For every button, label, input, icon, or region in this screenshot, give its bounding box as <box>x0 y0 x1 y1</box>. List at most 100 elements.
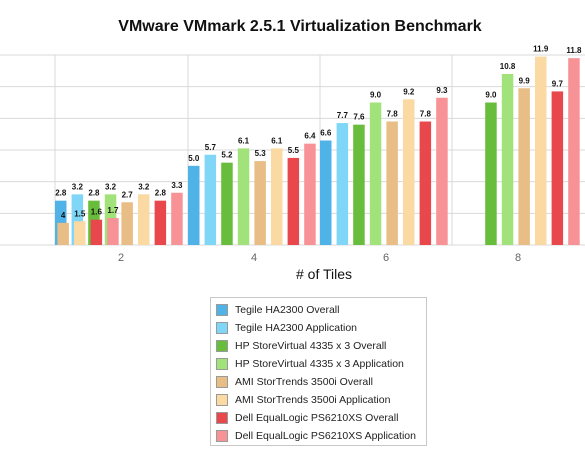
bar <box>287 157 300 245</box>
bar <box>90 219 103 245</box>
bar <box>369 102 382 245</box>
bar-value-label: 3.2 <box>105 182 117 191</box>
bar <box>403 99 415 245</box>
legend-label: Dell EqualLogic PS6210XS Application <box>235 430 416 442</box>
legend-item: HP StoreVirtual 4335 x 3 Overall <box>216 337 426 355</box>
bar-series <box>55 56 580 246</box>
bar <box>419 121 432 245</box>
bar <box>237 148 250 245</box>
legend-item: AMI StorTrends 3500i Application <box>216 391 426 409</box>
legend-label: AMI StorTrends 3500i Overall <box>235 376 373 388</box>
bar <box>188 165 200 245</box>
bar-value-label: 1.5 <box>74 209 86 218</box>
bar <box>353 124 365 245</box>
legend-item: Tegile HA2300 Application <box>216 319 426 337</box>
bar <box>121 202 133 245</box>
bar <box>501 74 514 245</box>
bar <box>204 154 217 245</box>
bar-value-label: 5.5 <box>288 146 300 155</box>
bar-value-label: 6.1 <box>271 136 283 145</box>
bar-value-label: 3.3 <box>171 181 183 190</box>
bar-value-label: 10.8 <box>500 62 516 71</box>
bar-value-label: 6.6 <box>320 129 332 138</box>
x-tick-label: 6 <box>383 252 389 264</box>
legend-item: AMI StorTrends 3500i Overall <box>216 373 426 391</box>
bar-value-label: 11.9 <box>533 45 549 54</box>
legend-swatch <box>216 394 228 406</box>
legend-label: HP StoreVirtual 4335 x 3 Application <box>235 358 404 370</box>
legend: Tegile HA2300 Overall Tegile HA2300 Appli… <box>210 297 427 446</box>
bar-value-label: 6.4 <box>304 132 316 141</box>
bar-value-label: 5.2 <box>221 151 233 160</box>
x-tick-labels: 2 4 6 8 <box>118 252 521 264</box>
bar-value-label: 1.7 <box>107 206 119 215</box>
bar-value-label: 3.2 <box>72 182 84 191</box>
bar <box>221 162 233 245</box>
legend-item: Dell EqualLogic PS6210XS Overall <box>216 409 426 427</box>
legend-label: Dell EqualLogic PS6210XS Overall <box>235 412 399 424</box>
bar <box>71 194 84 245</box>
bar-value-label: 7.8 <box>420 110 432 119</box>
legend-label: Tegile HA2300 Overall <box>235 304 340 316</box>
bar <box>154 200 167 245</box>
bar-value-label: 1.6 <box>91 208 103 217</box>
bar-value-label: 9.9 <box>519 76 531 85</box>
bar <box>74 221 86 245</box>
bar <box>57 222 69 245</box>
legend-swatch <box>216 376 228 388</box>
x-tick-label: 8 <box>515 252 521 264</box>
legend-swatch <box>216 304 228 316</box>
bar-value-label: 6.1 <box>238 136 250 145</box>
legend-swatch <box>216 358 228 370</box>
bar <box>254 161 266 245</box>
bar <box>304 143 316 245</box>
bar <box>568 58 580 245</box>
legend-swatch <box>216 412 228 424</box>
legend-item: HP StoreVirtual 4335 x 3 Application <box>216 355 426 373</box>
bar-value-label: 2.7 <box>122 190 134 199</box>
bar-value-label: 7.6 <box>353 113 365 122</box>
bar-value-label: 7.8 <box>387 110 399 119</box>
bar <box>551 91 564 246</box>
chart-title: VMware VMmark 2.5.1 Virtualization Bench… <box>118 18 482 35</box>
legend-label: AMI StorTrends 3500i Application <box>235 394 391 406</box>
bar-value-label: 3.2 <box>138 182 150 191</box>
bar <box>535 56 547 246</box>
legend-swatch <box>216 430 228 442</box>
legend-label: HP StoreVirtual 4335 x 3 Overall <box>235 340 387 352</box>
x-tick-label: 2 <box>118 252 124 264</box>
x-tick-label: 4 <box>251 252 257 264</box>
bar-value-label: 5.0 <box>188 154 200 163</box>
bar <box>171 192 183 245</box>
bar-value-label: 11.8 <box>566 46 582 55</box>
bar-value-label: 9.7 <box>552 79 564 88</box>
legend-item: Dell EqualLogic PS6210XS Application <box>216 427 426 445</box>
bar <box>436 97 448 245</box>
bar <box>138 194 150 245</box>
value-labels: 2.8 5.0 6.6 3.2 5.7 7.7 2.8 5.2 7.6 9.0 3.2 6.1 9.0 1… <box>55 45 582 220</box>
legend-swatch <box>216 340 228 352</box>
legend-label: Tegile HA2300 Application <box>235 322 358 334</box>
bar-value-label: 2.8 <box>55 189 67 198</box>
bar <box>107 218 119 245</box>
bar-value-label: 9.0 <box>485 91 497 100</box>
bar-value-label: 7.7 <box>337 111 349 120</box>
bar-value-label: 9.3 <box>436 86 448 95</box>
bar-value-label: 9.2 <box>403 87 415 96</box>
bar <box>386 121 398 245</box>
bar <box>518 88 530 245</box>
bar-value-label: 2.8 <box>88 189 100 198</box>
bar <box>320 140 332 245</box>
bar <box>336 123 349 245</box>
x-axis-title: # of Tiles <box>295 266 353 282</box>
bar <box>485 102 497 245</box>
bar-value-label: 5.7 <box>205 143 217 152</box>
bar-value-label: 4 <box>61 211 66 220</box>
bar-value-label: 5.3 <box>255 149 267 158</box>
bar <box>271 148 283 245</box>
bar-value-label: 2.8 <box>155 189 167 198</box>
legend-swatch <box>216 322 228 334</box>
bar-value-label: 9.0 <box>370 91 382 100</box>
legend-item: Tegile HA2300 Overall <box>216 301 426 319</box>
